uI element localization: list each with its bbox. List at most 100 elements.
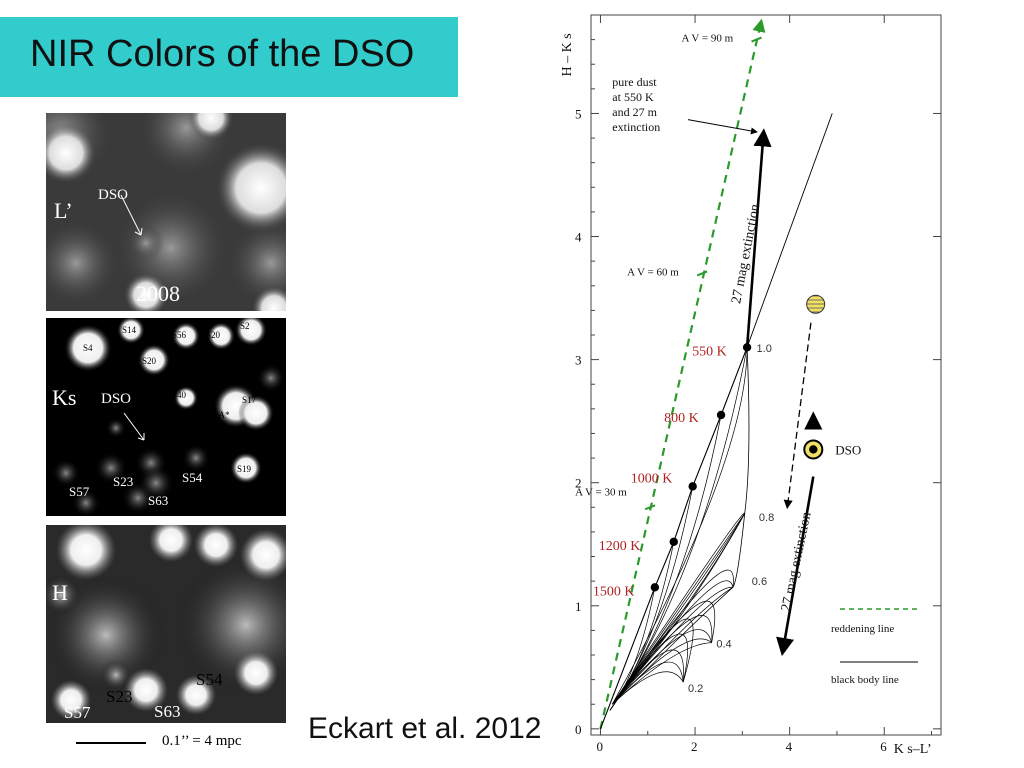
ks-star-label: S40: [172, 390, 187, 400]
x-tick-label: 0: [596, 739, 603, 754]
pure-dust-pointer: [687, 119, 758, 135]
mixing-curve: [732, 347, 750, 588]
h-star-label: S57: [64, 703, 91, 722]
dust-fraction-label: 0.8: [759, 512, 774, 524]
h-star-label: S54: [196, 670, 223, 689]
av-tick-mark: [751, 36, 762, 43]
mixing-curve: [612, 649, 684, 705]
mixing-curve: [612, 671, 684, 705]
panel-h: S54 S23 S57 S63 H: [46, 525, 286, 723]
y-axis-label: H – K s: [560, 33, 575, 76]
title-box: NIR Colors of the DSO: [0, 17, 458, 97]
ks-star-label: S56: [172, 330, 187, 340]
extinction-label-1: 27 mag extinction: [729, 203, 763, 305]
av-label: A V = 60 m: [627, 266, 679, 278]
scale-bar: [76, 742, 146, 744]
y-tick-label: 0: [575, 722, 582, 737]
x-tick-label: 4: [786, 739, 793, 754]
mixing-curve: [612, 615, 713, 705]
extinction-label-2: 27 mag extinction: [779, 511, 815, 613]
slide-title: NIR Colors of the DSO: [30, 33, 415, 75]
blackbody-point: [688, 482, 697, 491]
ks-star-label: S20: [142, 356, 157, 366]
temperature-label: 1500 K: [593, 584, 635, 599]
dso-marker-core: [809, 445, 818, 454]
mixing-curve: [612, 629, 712, 705]
temperature-label: 1000 K: [631, 471, 673, 486]
ks-star-label: SgrA*: [206, 410, 230, 420]
ks-star-label: S57: [69, 484, 90, 499]
axis-ticks: 0 2 4 6 0 1 2 3 4 5: [575, 15, 941, 754]
pure-dust-label: and 27 m: [612, 105, 657, 119]
dust-fraction-label: 0.4: [716, 639, 731, 651]
legend-reddening-label: reddening line: [831, 623, 894, 635]
mixing-curve: [612, 661, 684, 705]
mixing-curve: [612, 642, 712, 705]
pure-dust-label: at 550 K: [612, 90, 654, 104]
dust-fraction-label: 0.2: [688, 683, 703, 695]
blackbody-point: [669, 537, 678, 546]
dereddening-arrow: [783, 322, 812, 510]
ks-dso-label: DSO: [101, 391, 131, 407]
mixing-curve: [611, 600, 716, 705]
pure-dust-label: pure dust: [612, 75, 657, 89]
y-tick-label: 3: [575, 353, 582, 368]
panel-lprime: L’ DSO 2008: [46, 113, 286, 311]
av-tick-mark: [696, 270, 708, 277]
y-tick-label: 1: [575, 599, 582, 614]
h-star-label: S23: [106, 687, 132, 706]
av-label: A V = 90 m: [682, 33, 734, 45]
mixing-curve: [609, 347, 748, 711]
pure-dust-extension: [746, 113, 833, 348]
extinction-arrow-2: [776, 476, 815, 657]
lprime-year-label: 2008: [136, 281, 180, 306]
plot-frame: [590, 14, 942, 736]
extinction-arrow-1: [745, 128, 772, 348]
ks-star-label: S63: [148, 493, 168, 508]
ks-star-label: S20: [206, 330, 221, 340]
dso-label: DSO: [835, 442, 861, 457]
y-tick-label: 5: [575, 106, 582, 121]
temperature-label: 550 K: [692, 344, 727, 359]
curves-layer: A V = 30 m A V = 60 m A V = 90 m: [575, 18, 833, 730]
ks-star-label: S23: [113, 474, 133, 489]
dust-fraction-label: 0.6: [752, 576, 767, 588]
mixing-curve: [612, 633, 689, 705]
marks-layer: 1500 K 1200 K 1000 K 800 K 550 K 1.0 0.8 0.6 0.4…: [593, 294, 826, 695]
x-axis-label: K s–L’: [894, 742, 932, 757]
blackbody-point: [650, 583, 660, 592]
pure-dust-label: extinction: [612, 120, 660, 134]
lprime-dso-label: DSO: [98, 187, 128, 203]
y-tick-label: 4: [575, 230, 582, 245]
mixing-curve: [612, 587, 734, 705]
pure-dust-marker: [806, 294, 826, 314]
temperature-label: 800 K: [664, 411, 699, 426]
blackbody-point: [716, 410, 726, 420]
ks-star-label: S54: [182, 470, 203, 485]
mixing-curve: [611, 513, 746, 705]
scale-label: 0.1’’ = 4 mpc: [162, 733, 242, 749]
av-label: A V = 30 m: [575, 486, 627, 498]
ks-star-label: S14: [122, 325, 137, 335]
h-image: S54 S23 S57 S63 H: [46, 525, 286, 723]
panel-ks: S14 S56 S20 S2 S4 S20 S40 S17 SgrA* S19 …: [46, 318, 286, 516]
mixing-curve: [612, 586, 733, 705]
legend-blackbody-label: black body line: [831, 674, 899, 686]
mixing-curve: [611, 512, 746, 705]
x-tick-label: 6: [880, 739, 887, 754]
ks-image: S14 S56 S20 S2 S4 S20 S40 S17 SgrA* S19 …: [46, 318, 286, 516]
temperature-label: 1200 K: [599, 539, 641, 554]
lprime-image: L’ DSO 2008: [46, 113, 286, 311]
color-color-diagram: 0 2 4 6 0 1 2 3 4 5 A V = 30 m A V = 60 m A V = 90 …: [560, 14, 942, 757]
h-band-label: H: [52, 580, 68, 605]
blackbody-point: [742, 343, 752, 352]
x-tick-label: 2: [691, 739, 698, 754]
legend: reddening line black body line: [831, 608, 920, 686]
av-tick-mark: [644, 504, 656, 511]
ks-star-label: S17: [242, 395, 257, 405]
ks-band-label: Ks: [52, 385, 76, 410]
blackbody-line: [599, 347, 748, 730]
y-tick-label: 2: [575, 476, 582, 491]
dust-fraction-label: 1.0: [757, 343, 772, 355]
h-star-label: S63: [154, 702, 180, 721]
